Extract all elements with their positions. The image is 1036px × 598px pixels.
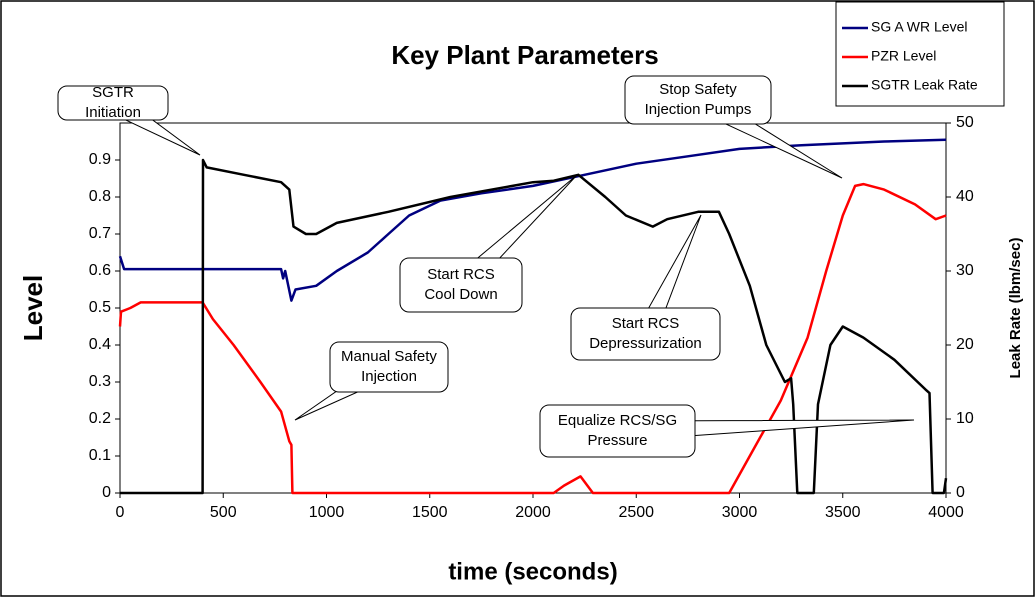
callout-text: Cool Down <box>424 286 497 303</box>
y-tick-label: 0.8 <box>89 188 111 205</box>
x-tick-label: 2500 <box>618 504 654 521</box>
x-tick-label: 4000 <box>928 504 964 521</box>
y2-tick-label: 0 <box>956 484 965 501</box>
series-line <box>120 158 948 495</box>
x-tick-label: 3500 <box>825 504 861 521</box>
y-tick-label: 0.6 <box>89 262 111 279</box>
x-axis-label: time (seconds) <box>448 558 617 585</box>
y2-tick-label: 50 <box>956 114 974 131</box>
callout-text: Depressurization <box>589 335 702 352</box>
callout-joint <box>107 94 131 114</box>
callout-joint <box>370 358 394 378</box>
callout-text: Start RCS <box>427 266 495 283</box>
series-line <box>118 138 947 302</box>
callout-text: Stop Safety <box>659 81 737 98</box>
x-tick-label: 3000 <box>722 504 758 521</box>
y-tick-label: 0.3 <box>89 373 111 390</box>
y-tick-label: 0.5 <box>89 299 111 316</box>
legend-label: PZR Level <box>871 48 936 64</box>
y2-axis-label: Leak Rate (lbm/sec) <box>1007 238 1024 379</box>
callout-joint <box>693 91 727 116</box>
legend-label: SG A WR Level <box>871 19 967 35</box>
callout-text: Start RCS <box>612 315 680 332</box>
x-tick-label: 500 <box>210 504 237 521</box>
callout-text: Pressure <box>587 432 647 449</box>
x-tick-label: 2000 <box>515 504 551 521</box>
legend-box <box>835 1 1005 107</box>
x-tick-label: 1500 <box>412 504 448 521</box>
y-tick-label: 0.4 <box>89 336 111 353</box>
callout-joint <box>454 263 485 293</box>
y-tick-label: 0.1 <box>89 447 111 464</box>
callout-joint <box>617 421 677 441</box>
y-tick-label: 0.9 <box>89 151 111 168</box>
callout-text: Injection Pumps <box>645 101 752 118</box>
y2-tick-label: 30 <box>956 262 974 279</box>
y-tick-label: 0 <box>102 484 111 501</box>
chart-title: Key Plant Parameters <box>391 40 658 70</box>
y-axis-label: Level <box>18 275 48 342</box>
y2-tick-label: 10 <box>956 410 974 427</box>
y2-tick-label: 40 <box>956 188 974 205</box>
y2-tick-label: 20 <box>956 336 974 353</box>
callout-text: Injection <box>361 368 417 385</box>
x-tick-label: 1000 <box>309 504 345 521</box>
callout-text: Manual Safety <box>341 348 437 365</box>
callout-text: SGTR <box>92 84 134 101</box>
callout-text: Equalize RCS/SG <box>558 412 677 429</box>
y-tick-label: 0.2 <box>89 410 111 427</box>
series-line <box>118 182 947 495</box>
callout-text: Initiation <box>85 104 141 121</box>
legend-label: SGTR Leak Rate <box>871 77 978 93</box>
callout-joint <box>636 310 657 339</box>
x-tick-label: 0 <box>116 504 125 521</box>
y-tick-label: 0.7 <box>89 225 111 242</box>
